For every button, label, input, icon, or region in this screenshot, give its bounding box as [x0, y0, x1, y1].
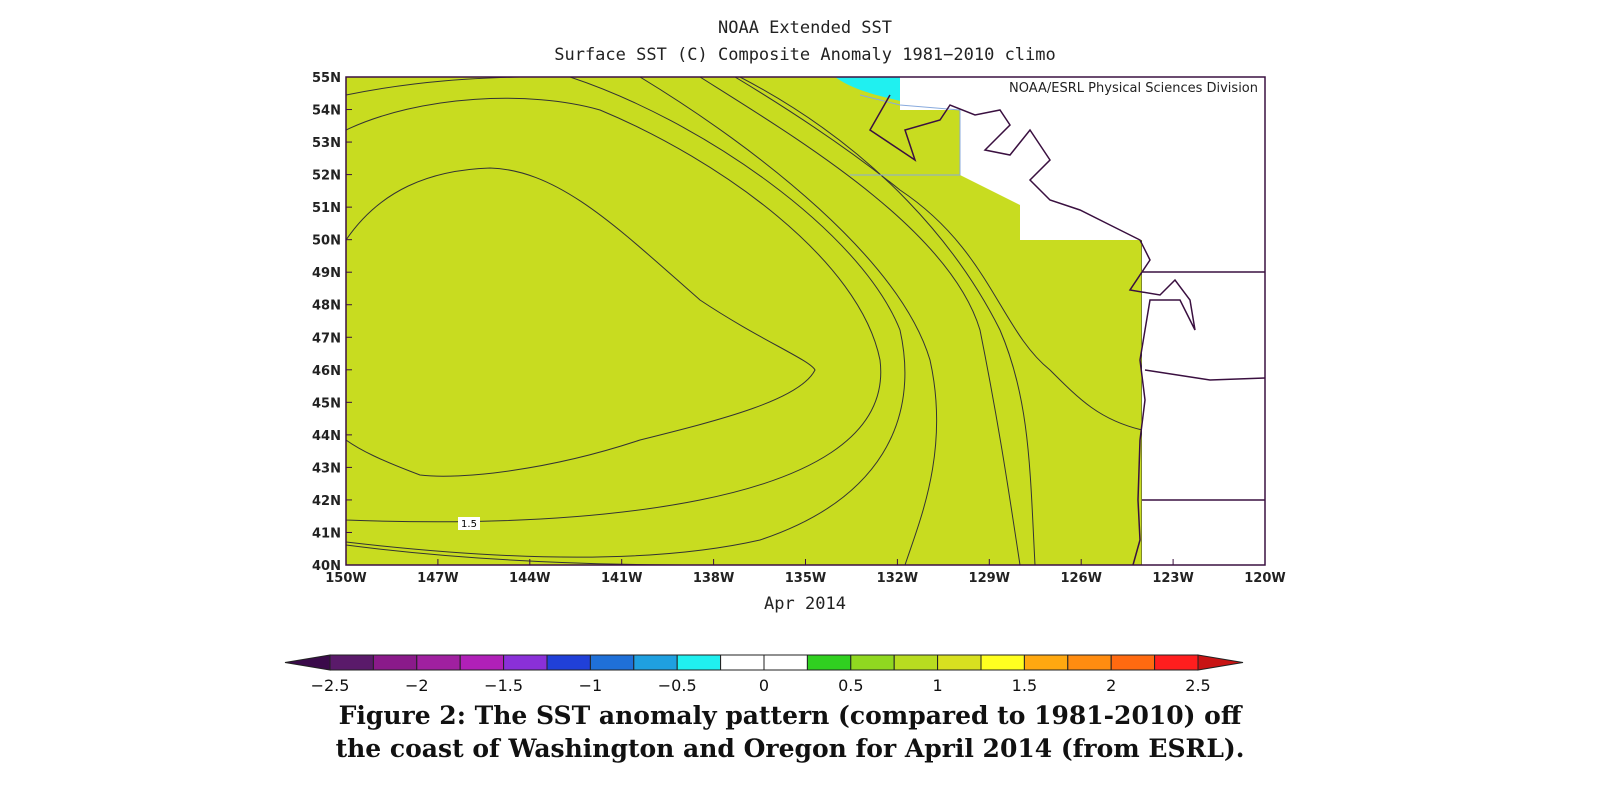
y-label: 55N [312, 71, 341, 86]
caption-line: Figure 2: The SST anomaly pattern (compa… [339, 701, 1243, 730]
x-label: 150W [325, 571, 366, 586]
colorbar-label: 1 [933, 676, 943, 695]
colorbar-cell [589, 654, 635, 671]
y-label: 53N [312, 136, 341, 151]
colorbar-cell [676, 654, 722, 671]
colorbar-cell [937, 654, 982, 671]
x-label: 135W [785, 571, 826, 586]
y-label: 48N [312, 299, 341, 314]
y-label: 40N [312, 559, 341, 574]
colorbar-label: −1.5 [484, 676, 523, 695]
colorbar-label: 0 [759, 676, 769, 695]
title: NOAA Extended SST [718, 18, 892, 38]
x-label: 123W [1152, 571, 1193, 586]
x-title: Apr 2014 [764, 594, 846, 614]
y-label: 46N [312, 364, 341, 379]
colorbar-label: −2 [405, 676, 429, 695]
colorbar-label: 0.5 [838, 676, 863, 695]
contour-label: 1.5 [461, 519, 477, 530]
colorbar-label: −0.5 [658, 676, 697, 695]
map-field [346, 77, 1265, 565]
credit: NOAA/ESRL Physical Sciences Division [1009, 81, 1258, 96]
colorbar-cell [1110, 654, 1156, 671]
colorbar-cell [893, 654, 939, 671]
colorbar-cell [633, 654, 678, 671]
colorbar-cell [1067, 654, 1112, 671]
x-label: 147W [417, 571, 458, 586]
y-label: 51N [312, 201, 341, 216]
y-label: 54N [312, 104, 341, 119]
caption-line: the coast of Washington and Oregon for A… [336, 734, 1245, 763]
x-label: 144W [509, 571, 550, 586]
colorbar-cell [980, 654, 1025, 671]
colorbar-cell [806, 654, 852, 671]
colorbar-label: 1.5 [1012, 676, 1037, 695]
colorbar-arrow [284, 654, 331, 671]
colorbar-arrow [1197, 654, 1244, 671]
x-label: 132W [877, 571, 918, 586]
y-label: 50N [312, 234, 341, 249]
colorbar-cell [459, 654, 505, 671]
colorbar-cell [1154, 654, 1199, 671]
colorbar-label: 2.5 [1185, 676, 1210, 695]
subtitle: Surface SST (C) Composite Anomaly 1981−2… [554, 45, 1056, 65]
x-label: 126W [1060, 571, 1101, 586]
colorbar-cell [720, 654, 765, 671]
y-label: 45N [312, 396, 341, 411]
colorbar-cell [1023, 654, 1069, 671]
colorbar-cell [416, 654, 461, 671]
colorbar: −2.5 −2 −1.5 −1 −0.5 0 0.5 1 1.5 2 2.5 [284, 654, 1244, 695]
y-label: 47N [312, 331, 341, 346]
x-label: 138W [693, 571, 734, 586]
colorbar-cell [503, 654, 548, 671]
colorbar-label: −1 [579, 676, 603, 695]
colorbar-cell [850, 654, 895, 671]
colorbar-cell [763, 654, 808, 671]
y-label: 44N [312, 429, 341, 444]
colorbar-label: −2.5 [311, 676, 350, 695]
y-label: 41N [312, 526, 341, 541]
x-label: 120W [1244, 571, 1285, 586]
colorbar-cell [372, 654, 418, 671]
contour-label-box [458, 517, 480, 530]
y-label: 49N [312, 266, 341, 281]
y-label: 43N [312, 461, 341, 476]
colorbar-cell [546, 654, 591, 671]
y-label: 42N [312, 494, 341, 509]
credit-box [925, 79, 1262, 97]
colorbar-label: 2 [1106, 676, 1116, 695]
x-label: 141W [601, 571, 642, 586]
x-label: 129W [969, 571, 1010, 586]
y-label: 52N [312, 169, 341, 184]
colorbar-cell [329, 654, 374, 671]
